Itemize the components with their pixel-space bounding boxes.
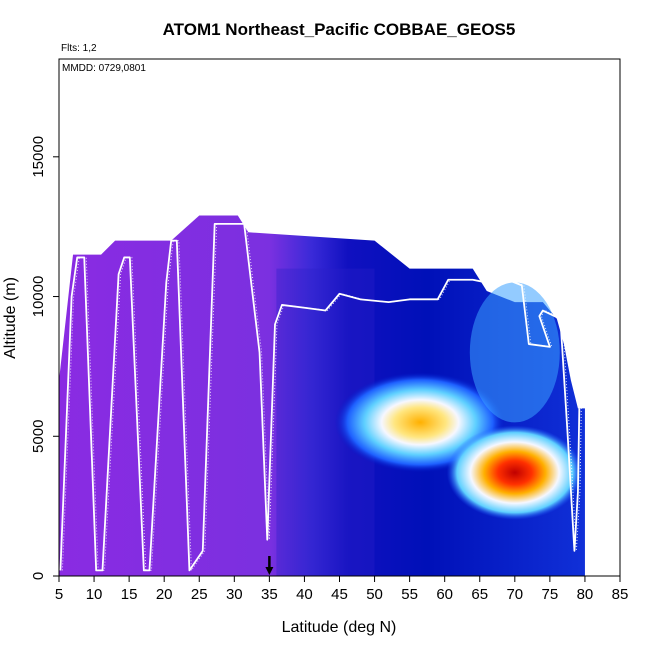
y-tick-label: 5000 <box>30 420 47 453</box>
flight-track-line <box>59 222 581 572</box>
x-tick-label: 60 <box>436 586 453 603</box>
x-tick-label: 15 <box>121 586 138 603</box>
x-tick-label: 80 <box>577 586 594 603</box>
x-tick-label: 55 <box>401 586 418 603</box>
latitude-marker-arrow <box>265 556 274 575</box>
x-tick-label: 40 <box>296 586 313 603</box>
plume-north <box>446 425 583 520</box>
x-tick-label: 5 <box>55 586 63 603</box>
y-axis: 0 5000 10000 15000 <box>30 136 59 580</box>
flights-annotation: Flts: 1,2 <box>61 43 97 54</box>
flight-track-layer <box>59 222 582 572</box>
x-tick-label: 25 <box>191 586 208 603</box>
y-tick-label: 15000 <box>30 136 47 178</box>
x-axis: 5 10 15 20 25 30 35 40 45 50 55 60 65 70 75 80 85 <box>55 576 629 603</box>
x-tick-label: 10 <box>86 586 103 603</box>
heatmap-layer <box>59 215 585 576</box>
x-tick-label: 65 <box>471 586 488 603</box>
x-tick-label: 75 <box>542 586 559 603</box>
x-tick-label: 20 <box>156 586 173 603</box>
x-tick-label: 30 <box>226 586 243 603</box>
x-tick-label: 85 <box>612 586 629 603</box>
chart-title: ATOM1 Northeast_Pacific COBBAE_GEOS5 <box>163 20 516 39</box>
y-tick-label: 0 <box>30 572 47 580</box>
date-annotation: MMDD: 0729,0801 <box>62 63 146 74</box>
x-axis-label: Latitude (deg N) <box>282 619 397 636</box>
y-tick-label: 10000 <box>30 276 47 318</box>
x-tick-label: 70 <box>506 586 523 603</box>
marker-head <box>265 567 274 575</box>
flight-track-dotted <box>61 223 582 572</box>
y-axis-label: Altitude (m) <box>2 277 19 359</box>
x-tick-label: 45 <box>331 586 348 603</box>
heatmap-upper-north <box>469 282 560 423</box>
x-tick-label: 35 <box>261 586 278 603</box>
x-tick-label: 50 <box>366 586 383 603</box>
